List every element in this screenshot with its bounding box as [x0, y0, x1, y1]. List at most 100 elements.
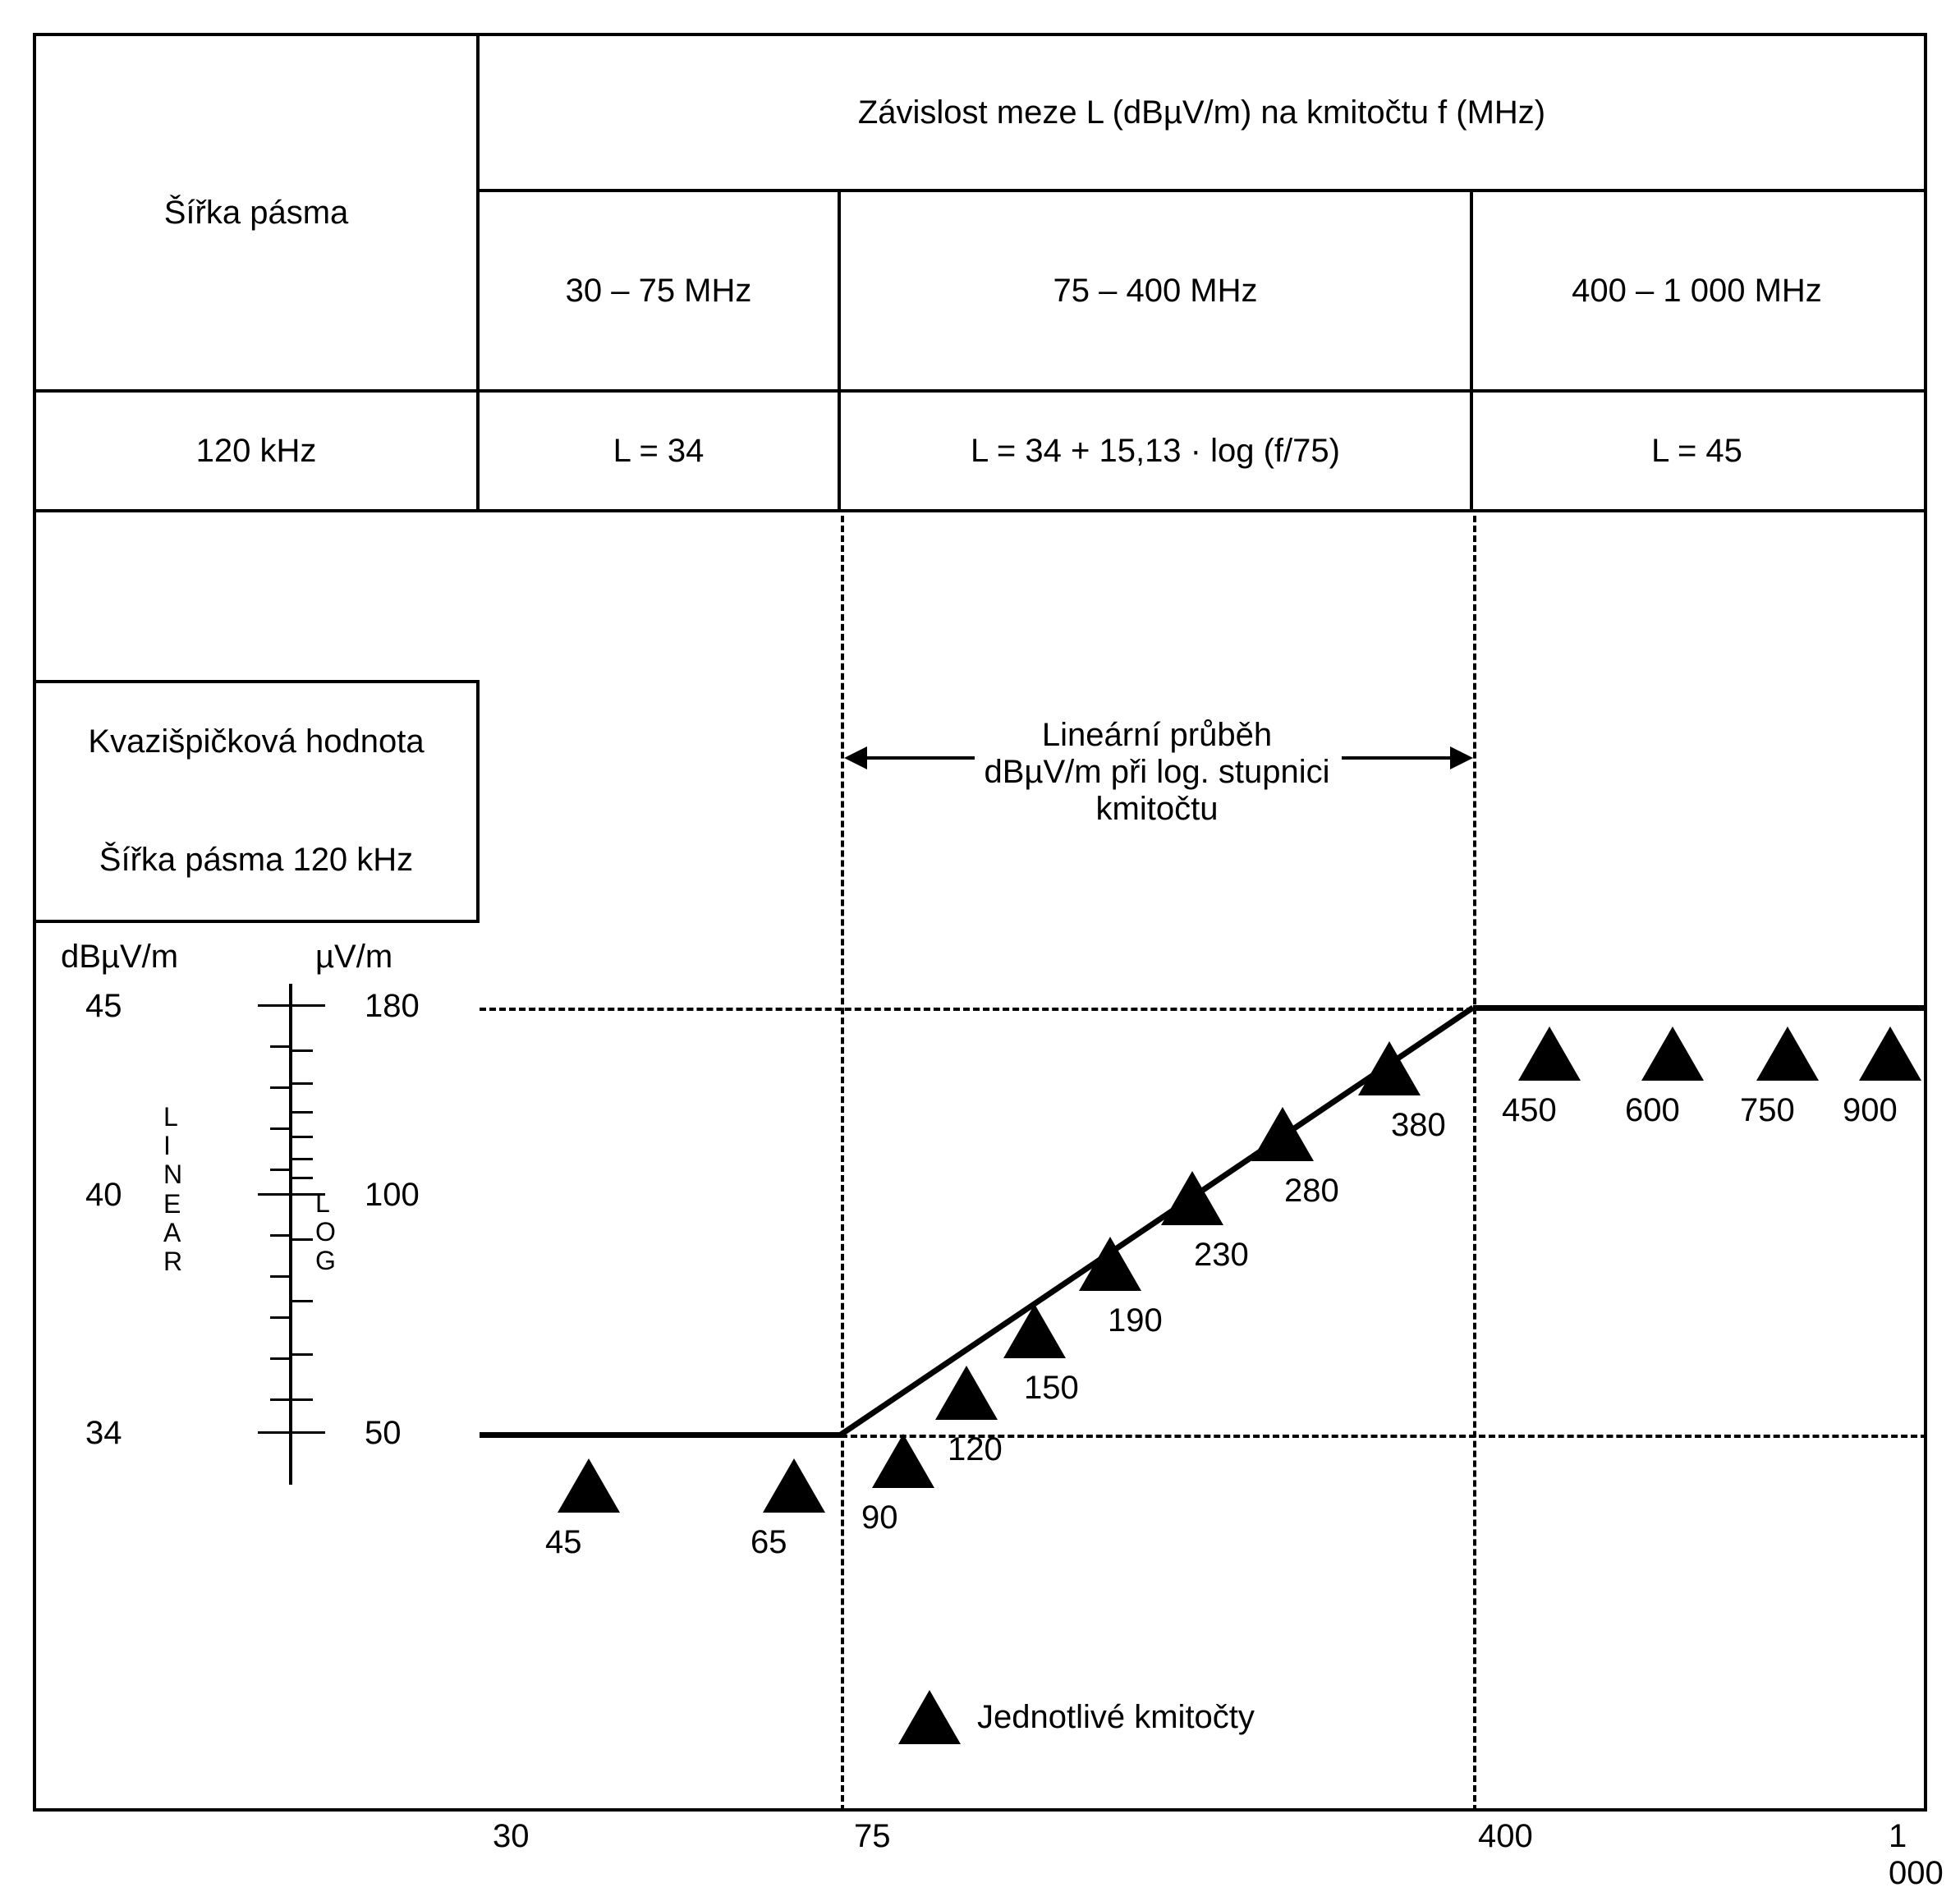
- scale-left-unit: dBµV/m: [61, 939, 178, 976]
- frequency-triangle-label: 65: [750, 1524, 787, 1561]
- scale-left-minor-tick: [270, 1275, 291, 1278]
- x-axis-tick-label: 75: [854, 1818, 891, 1855]
- frequency-triangle-label: 600: [1625, 1092, 1680, 1129]
- scale-right-minor-tick: [292, 1238, 313, 1241]
- val-a: L = 34: [480, 393, 841, 509]
- frequency-triangle-label: 450: [1502, 1092, 1557, 1129]
- frequency-triangle-label: 120: [948, 1431, 1003, 1468]
- scale-right-minor-tick: [292, 1158, 313, 1160]
- dual-scale: dBµV/m µV/m LINEAR LOG 45403418010050: [36, 959, 480, 1534]
- frequency-triangle-label: 90: [861, 1499, 898, 1536]
- frequency-triangle-icon: [1859, 1026, 1921, 1081]
- frequency-triangle-label: 900: [1843, 1092, 1898, 1129]
- x-axis-tick-label: 30: [493, 1818, 530, 1855]
- frequency-triangle-icon: [1079, 1237, 1141, 1291]
- x-axis-labels: 30754001 000: [509, 1818, 1957, 1867]
- scale-left-minor-tick: [270, 1234, 291, 1237]
- scale-left-minor-tick: [270, 1357, 291, 1360]
- frequency-triangle-icon: [872, 1434, 934, 1488]
- frequency-triangle-icon: [1003, 1304, 1066, 1358]
- arrow-right-line: [1342, 756, 1453, 760]
- arrow-right-head-icon: [1450, 746, 1473, 769]
- side-box-bandwidth: Šířka pásma 120 kHz: [33, 800, 480, 923]
- annotation-text: Lineární průběh dBµV/m při log. stupnici…: [980, 717, 1333, 828]
- legend-triangle-icon: [898, 1690, 961, 1744]
- scale-left-minor-tick: [270, 1127, 291, 1130]
- frequency-triangle-label: 150: [1024, 1370, 1079, 1407]
- scale-left-tick-label: 34: [85, 1415, 122, 1452]
- table-right-header-wrap: Závislost meze L (dBµV/m) na kmitočtu f …: [480, 36, 1924, 389]
- frequency-triangle-icon: [935, 1366, 998, 1420]
- table-sub-header-row: 30 – 75 MHz 75 – 400 MHz 400 – 1 000 MHz: [480, 192, 1924, 389]
- x-axis-tick-label: 1 000: [1889, 1818, 1957, 1892]
- scale-right-minor-tick: [292, 1136, 313, 1138]
- x-axis-tick-label: 400: [1478, 1818, 1533, 1855]
- scale-left-major-tick: [258, 1193, 291, 1196]
- scale-left-minor-tick: [270, 1169, 291, 1171]
- scale-left-tick-label: 45: [85, 988, 122, 1025]
- scale-right-minor-tick: [292, 1398, 313, 1401]
- plot-area: Lineární průběh dBµV/m při log. stupnici…: [480, 516, 1927, 1812]
- scale-right-minor-tick: [292, 1082, 313, 1085]
- col-c-header: 400 – 1 000 MHz: [1473, 192, 1921, 389]
- scale-left-minor-tick: [270, 1086, 291, 1089]
- arrow-left-line: [864, 756, 975, 760]
- scale-right-minor-tick: [292, 1177, 313, 1179]
- scale-left-minor-tick: [270, 1045, 291, 1048]
- side-box-1-text: Kvazišpičková hodnota: [88, 723, 424, 760]
- frequency-triangle-icon: [1756, 1026, 1819, 1081]
- scale-right-minor-tick: [292, 1049, 313, 1052]
- log-vertical-label: LOG: [315, 1189, 341, 1276]
- frequency-triangle-label: 45: [545, 1524, 582, 1561]
- scale-right-major-tick: [292, 1431, 325, 1434]
- top-header-text: Závislost meze L (dBµV/m) na kmitočtu f …: [858, 94, 1545, 131]
- row-label: 120 kHz: [36, 393, 480, 509]
- scale-left-tick-label: 40: [85, 1177, 122, 1214]
- scale-right-tick-label: 100: [365, 1177, 420, 1214]
- frequency-triangle-icon: [1251, 1107, 1314, 1161]
- scale-right-tick-label: 50: [365, 1415, 402, 1452]
- frequency-triangle-icon: [558, 1458, 620, 1513]
- scale-right-unit: µV/m: [315, 939, 392, 976]
- legend-label: Jednotlivé kmitočty: [977, 1699, 1255, 1736]
- frequency-triangle-icon: [1518, 1026, 1581, 1081]
- scale-left-minor-tick: [270, 1316, 291, 1319]
- scale-left-major-tick: [258, 1431, 291, 1434]
- frequency-triangle-label: 230: [1194, 1237, 1249, 1274]
- scale-left-major-tick: [258, 1004, 291, 1007]
- col-a-header: 30 – 75 MHz: [480, 192, 841, 389]
- table-top-header: Závislost meze L (dBµV/m) na kmitočtu f …: [480, 36, 1924, 192]
- scale-right-minor-tick: [292, 1300, 313, 1302]
- frequency-triangle-icon: [1161, 1171, 1223, 1225]
- legend: Jednotlivé kmitočty: [898, 1690, 1255, 1744]
- table-header-row: Šířka pásma Závislost meze L (dBµV/m) na…: [36, 36, 1924, 389]
- linear-vertical-label: LINEAR: [163, 1103, 187, 1276]
- frequency-triangle-icon: [763, 1458, 825, 1513]
- scale-right-minor-tick: [292, 1111, 313, 1114]
- side-box-quasipeak: Kvazišpičková hodnota: [33, 680, 480, 803]
- table-data-row: 120 kHz L = 34 L = 34 + 15,13 · log (f/7…: [36, 389, 1924, 512]
- figure-container: Šířka pásma Závislost meze L (dBµV/m) na…: [33, 33, 1927, 1812]
- scale-right-major-tick: [292, 1004, 325, 1007]
- left-header-text: Šířka pásma: [164, 195, 349, 232]
- scale-left-minor-tick: [270, 1398, 291, 1401]
- frequency-triangle-label: 190: [1108, 1302, 1163, 1339]
- frequency-triangle-label: 380: [1391, 1107, 1446, 1144]
- val-b: L = 34 + 15,13 · log (f/75): [841, 393, 1473, 509]
- val-c: L = 45: [1473, 393, 1921, 509]
- frequency-triangle-icon: [1641, 1026, 1704, 1081]
- frequency-triangle-label: 750: [1740, 1092, 1795, 1129]
- scale-right-tick-label: 180: [365, 988, 420, 1025]
- frequency-triangle-label: 280: [1284, 1173, 1339, 1210]
- col-b-header: 75 – 400 MHz: [841, 192, 1473, 389]
- frequency-triangle-icon: [1358, 1041, 1421, 1095]
- scale-right-major-tick: [292, 1193, 325, 1196]
- annotation-line1: Lineární průběh: [1042, 717, 1272, 753]
- arrow-left-head-icon: [844, 746, 867, 769]
- side-box-2-text: Šířka pásma 120 kHz: [99, 842, 413, 879]
- annotation-line3: kmitočtu: [1096, 791, 1219, 827]
- limit-flat-2: [1473, 1005, 1927, 1011]
- chart-area: Kvazišpičková hodnota Šířka pásma 120 kH…: [36, 516, 1924, 1812]
- annotation-line2: dBµV/m při log. stupnici: [985, 754, 1330, 790]
- scale-right-minor-tick: [292, 1353, 313, 1356]
